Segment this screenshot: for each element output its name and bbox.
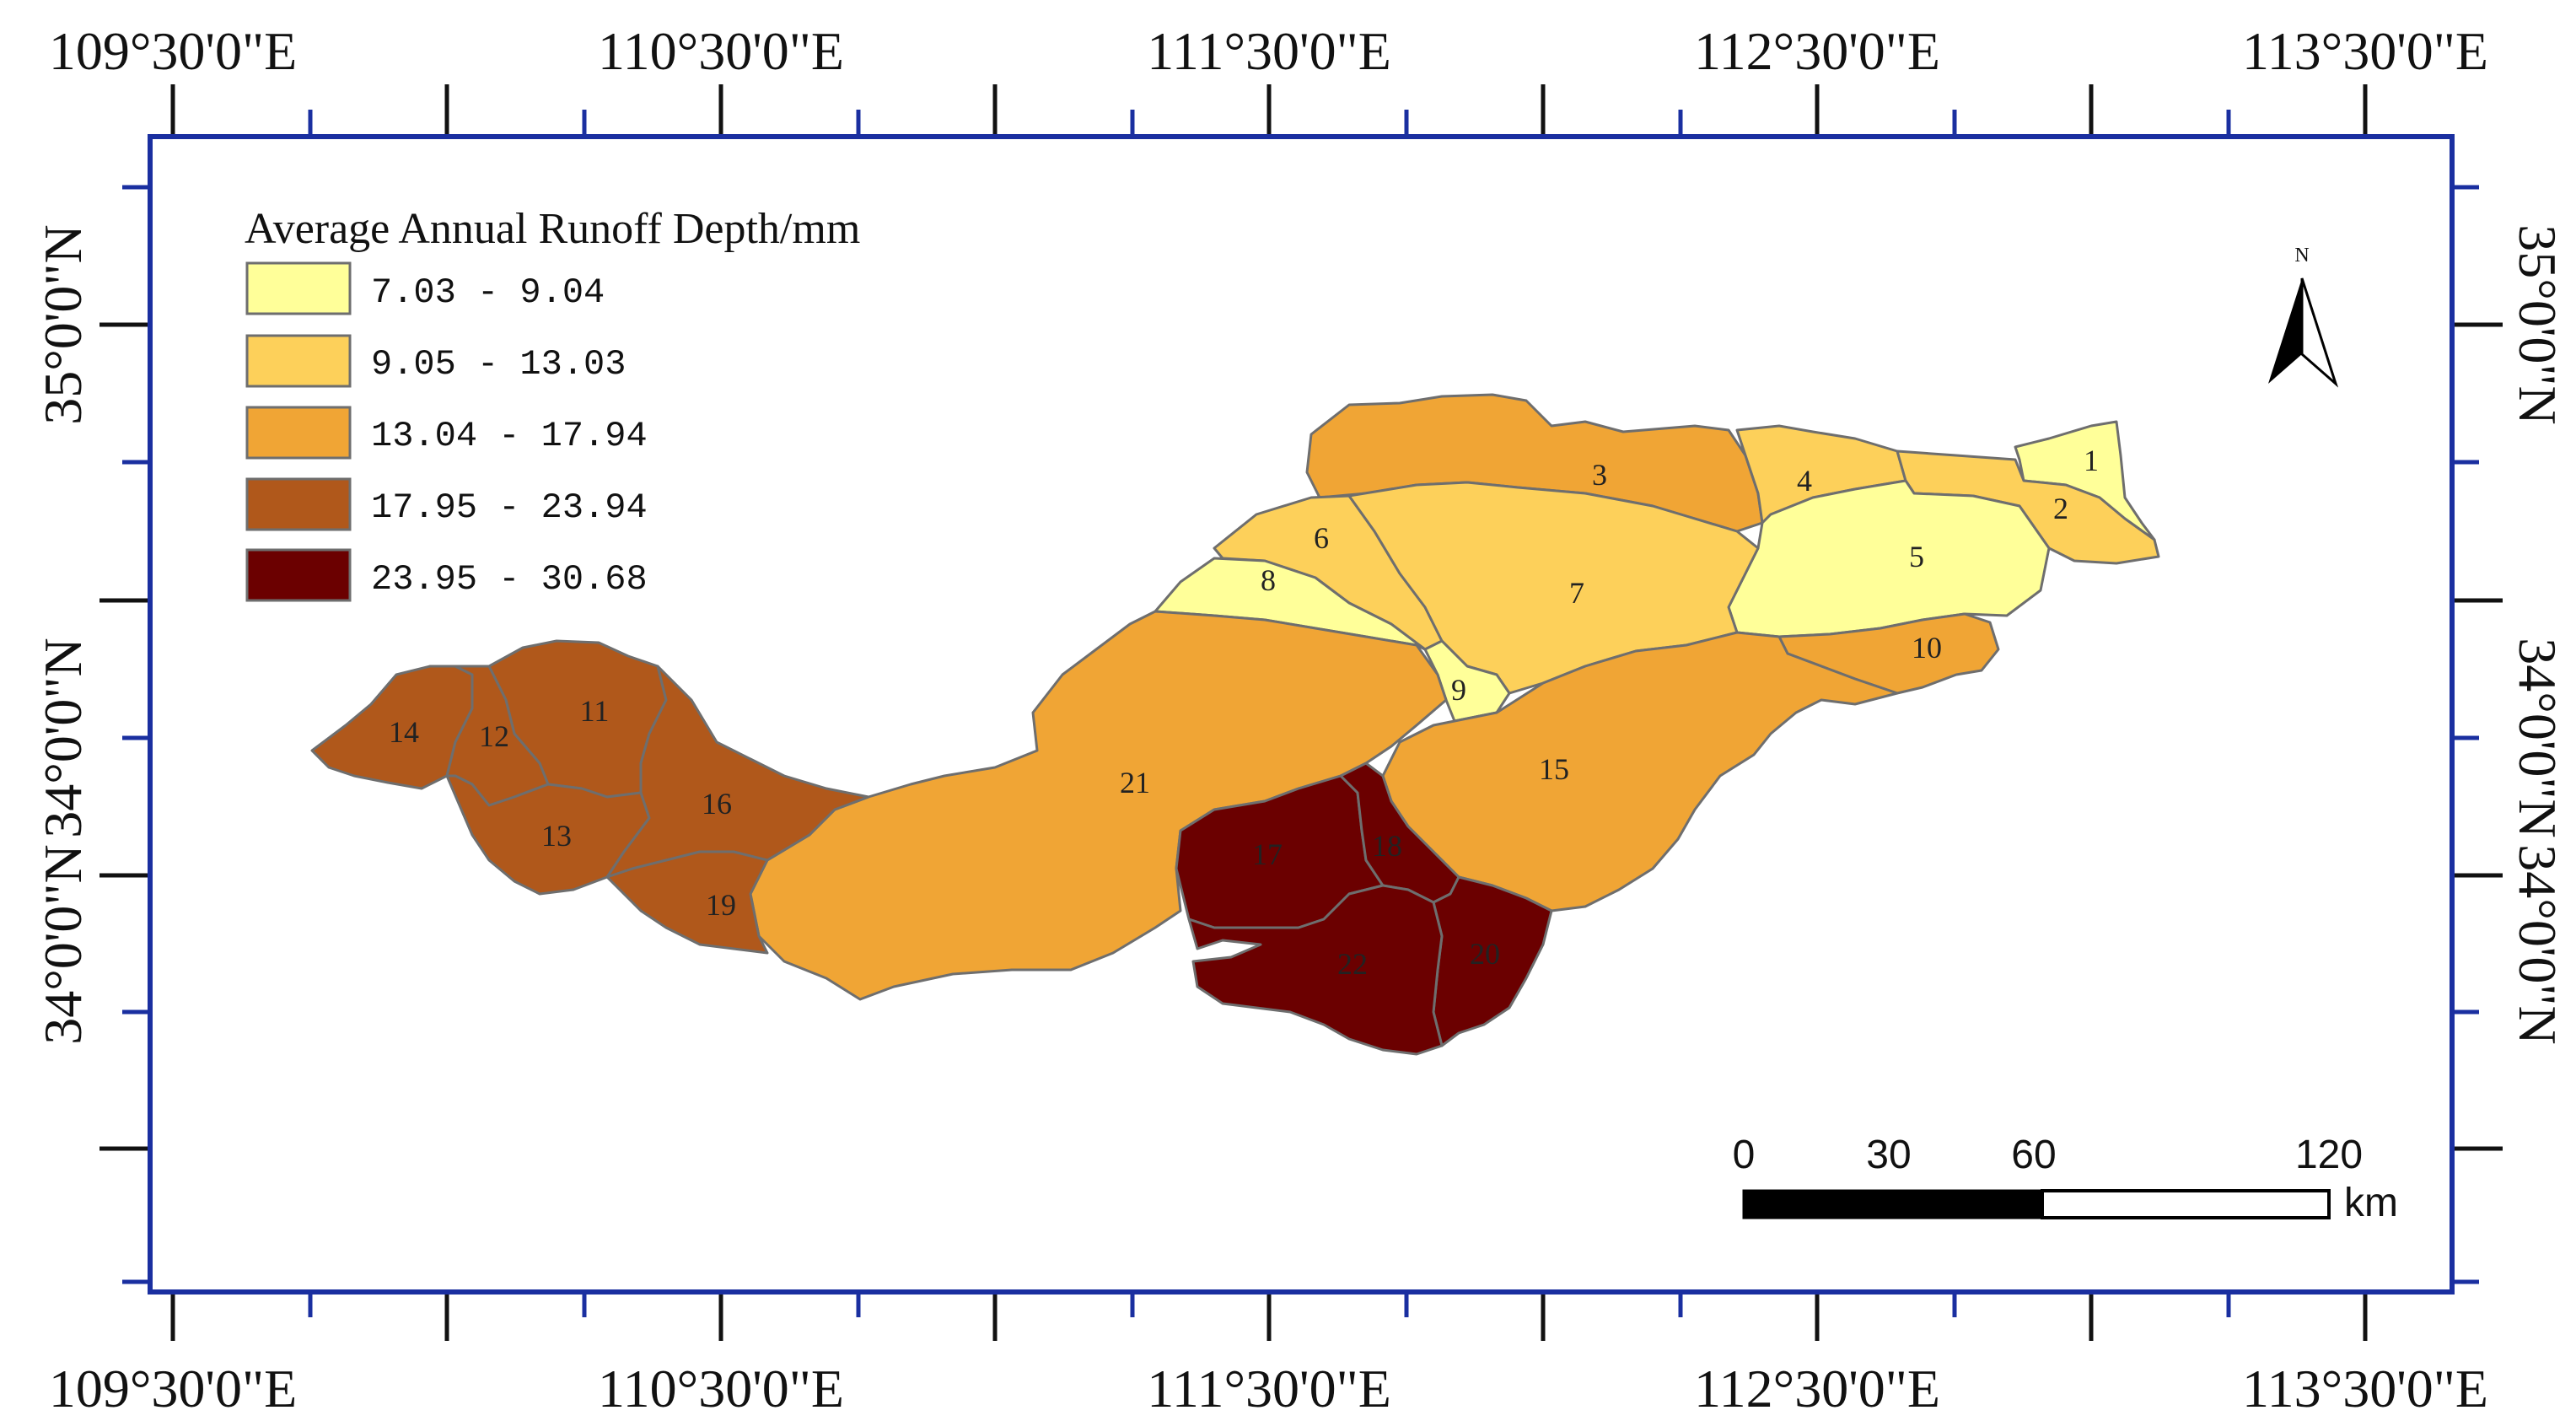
bottom-lon-label: 112°30'0"E: [1694, 1359, 1940, 1418]
region-label: 5: [1909, 540, 1924, 573]
legend-title: Average Annual Runoff Depth/mm: [245, 205, 860, 253]
scale-tick-label: 120: [2295, 1133, 2363, 1177]
top-lon-label: 110°30'0"E: [598, 21, 844, 81]
north-label: N: [2294, 245, 2309, 266]
legend-label: 13.04 - 17.94: [371, 416, 648, 456]
bottom-lon-label: 109°30'0"E: [49, 1359, 297, 1418]
legend-item: 23.95 - 30.68: [245, 548, 648, 602]
legend-swatch: [245, 261, 352, 315]
region-label: 20: [1470, 937, 1500, 971]
top-lon-label: 111°30'0"E: [1147, 21, 1391, 81]
region-22: [1187, 884, 1444, 1056]
region-label: 19: [706, 888, 736, 922]
region-label: 18: [1372, 829, 1402, 863]
north-arrow-left-half: [2268, 278, 2302, 384]
top-lon-label: 113°30'0"E: [2242, 21, 2488, 81]
bottom-lon-label: 111°30'0"E: [1147, 1359, 1391, 1418]
legend-item: 7.03 - 9.04: [245, 261, 605, 315]
legend: Average Annual Runoff Depth/mm 7.03 - 9.…: [245, 205, 860, 602]
left-latitude-labels: 35°0'0"N 34°0'0"N 34°0'0"N: [33, 224, 93, 1044]
scale-bar: 0 30 60 120 km: [1733, 1133, 2398, 1225]
region-label: 3: [1592, 458, 1607, 492]
top-lon-label: 109°30'0"E: [49, 21, 297, 81]
legend-swatch: [245, 406, 352, 460]
right-lat-label: 34°0'0"N: [2508, 638, 2568, 837]
graticule-ticks: [99, 84, 2503, 1341]
right-latitude-labels: 35°0'0"N 34°0'0"N 34°0'0"N: [2508, 224, 2568, 1044]
region-label: 16: [702, 787, 732, 821]
legend-item: 9.05 - 13.03: [245, 334, 626, 388]
scale-bar-white-segment: [2041, 1189, 2331, 1219]
region-label: 1: [2084, 444, 2099, 477]
legend-label: 23.95 - 30.68: [371, 559, 648, 600]
region-label: 9: [1451, 673, 1466, 707]
region-label: 12: [479, 719, 509, 753]
legend-label: 17.95 - 23.94: [371, 487, 648, 528]
scale-bar-black-segment: [1742, 1189, 2044, 1219]
bottom-longitude-labels: 109°30'0"E 110°30'0"E 111°30'0"E 112°30'…: [49, 1359, 2488, 1418]
scale-tick-label: 0: [1733, 1133, 1756, 1177]
bottom-lon-label: 113°30'0"E: [2242, 1359, 2488, 1418]
top-lon-label: 112°30'0"E: [1694, 21, 1940, 81]
left-lat-label: 35°0'0"N: [33, 224, 93, 424]
legend-item: 17.95 - 23.94: [245, 477, 648, 531]
left-lat-label: 34°0'0"N: [33, 844, 93, 1044]
north-arrow-icon: N: [2268, 245, 2339, 388]
region-label: 4: [1797, 464, 1812, 498]
legend-label: 9.05 - 13.03: [371, 344, 626, 385]
bottom-lon-label: 110°30'0"E: [598, 1359, 844, 1418]
region-label: 17: [1252, 837, 1283, 871]
scale-tick-label: 60: [2011, 1133, 2056, 1177]
legend-swatch: [245, 334, 352, 388]
region-label: 10: [1912, 631, 1942, 665]
region-label: 22: [1337, 947, 1368, 981]
region-label: 8: [1261, 563, 1276, 597]
region-label: 15: [1539, 752, 1569, 786]
scale-unit: km: [2344, 1181, 2398, 1225]
region-label: 6: [1314, 521, 1329, 555]
legend-swatch: [245, 477, 352, 531]
region-labels: 1 2 3 4 5 6 7 8 9 10 11 12 13 14 15 16 1…: [389, 444, 2099, 981]
north-arrow-right-half: [2300, 277, 2339, 388]
left-lat-label: 34°0'0"N: [33, 638, 93, 837]
scale-tick-label: 30: [1866, 1133, 1911, 1177]
region-label: 14: [389, 715, 419, 749]
legend-item: 13.04 - 17.94: [245, 406, 648, 460]
region-19: [605, 850, 769, 955]
region-label: 13: [541, 819, 572, 853]
right-lat-label: 35°0'0"N: [2508, 224, 2568, 424]
legend-swatch: [245, 548, 352, 602]
basin-regions: [310, 393, 2160, 1056]
legend-label: 7.03 - 9.04: [371, 272, 605, 313]
region-label: 7: [1569, 576, 1584, 610]
region-label: 2: [2053, 492, 2068, 525]
right-lat-label: 34°0'0"N: [2508, 844, 2568, 1044]
top-longitude-labels: 109°30'0"E 110°30'0"E 111°30'0"E 112°30'…: [49, 21, 2488, 81]
region-label: 11: [580, 694, 610, 728]
region-label: 21: [1120, 766, 1150, 799]
